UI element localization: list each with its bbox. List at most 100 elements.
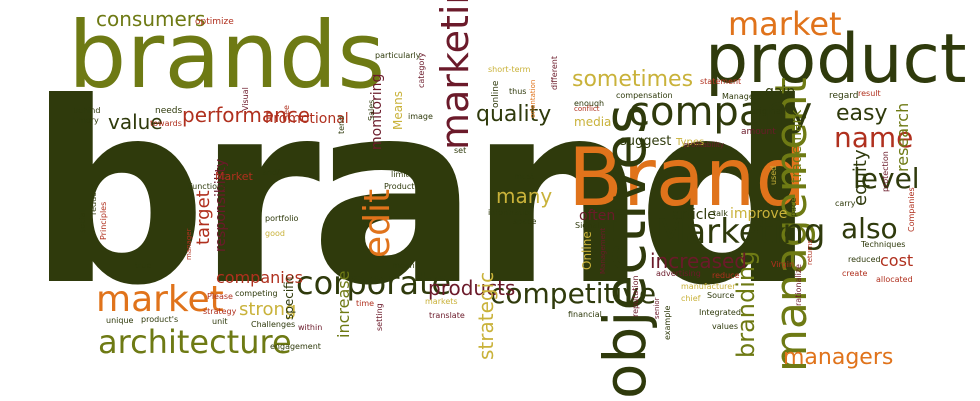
word: market (96, 279, 224, 320)
word: markets (425, 297, 458, 306)
word: space (513, 217, 537, 226)
word: statement (700, 77, 742, 86)
word: managers (783, 345, 894, 370)
word: products (428, 276, 516, 300)
word: needs (155, 106, 183, 116)
word: manager (185, 228, 193, 260)
word: financial (568, 310, 602, 319)
word: category (417, 52, 426, 88)
word: consumers (96, 7, 206, 31)
word: used (769, 165, 778, 185)
word: brand (28, 49, 816, 340)
word: Virgin (771, 260, 795, 269)
word: Techniques (861, 240, 906, 249)
word: limit (391, 170, 409, 179)
word: information (488, 208, 535, 217)
word: Types (676, 137, 705, 148)
word: Signal (575, 221, 600, 230)
word: improve (730, 206, 788, 222)
word: gain (765, 84, 796, 100)
word: often (579, 208, 616, 224)
word: brands (68, 2, 386, 109)
word: competitive (490, 277, 657, 310)
word: competing (235, 289, 278, 298)
word: article (672, 207, 716, 223)
word: sometimes (572, 67, 694, 92)
word: Market (215, 170, 253, 183)
word: and/or (262, 168, 288, 177)
word: Principles (99, 201, 108, 240)
word: protection (881, 151, 890, 192)
word: Product (384, 182, 415, 191)
word: towards (150, 119, 182, 128)
word: enough (574, 99, 605, 108)
word: mean (392, 261, 415, 270)
word: allocated (876, 275, 913, 284)
word: within (298, 323, 323, 332)
word: engagement (270, 342, 321, 351)
word: Means (391, 91, 405, 130)
word: short-term (488, 65, 531, 74)
word: advertising (656, 269, 701, 278)
word: cost (880, 251, 914, 270)
word: Online (580, 231, 594, 270)
word: strong (239, 299, 297, 320)
word: marketing (433, 0, 477, 150)
word: also (841, 212, 898, 245)
word: many (496, 184, 553, 208)
word: quality (476, 102, 552, 127)
word: particularly (375, 51, 421, 60)
word: trademark (789, 109, 805, 183)
word: Management (599, 227, 607, 274)
word: create (842, 269, 868, 278)
word: Marketing (656, 212, 826, 252)
word: corporate (296, 264, 452, 302)
word: senior (653, 297, 661, 320)
word: product's (141, 315, 179, 324)
word: profitability (684, 141, 725, 149)
word: increased (650, 249, 747, 273)
word: level (853, 162, 920, 195)
word: Please (207, 292, 233, 301)
word: strategy (203, 307, 237, 316)
word: Challenges (251, 320, 296, 329)
word: edit (357, 188, 398, 258)
word: suggest (620, 134, 672, 149)
word: values (712, 322, 739, 331)
word: orientation (529, 79, 537, 118)
word: online (491, 80, 501, 108)
word: compensation (616, 91, 673, 100)
word: set (454, 146, 467, 155)
word: translate (429, 311, 465, 320)
word: original (750, 107, 784, 117)
word: time (356, 299, 375, 308)
word: Source (707, 291, 735, 300)
word: companies (216, 268, 303, 287)
word: setting (375, 303, 384, 331)
word: Managers (722, 92, 762, 101)
word: true (135, 261, 152, 270)
word: result (858, 89, 881, 98)
word: See (282, 105, 291, 120)
word: Visual (241, 87, 250, 111)
word: good (265, 229, 285, 238)
word: chief (681, 294, 701, 303)
word: equity (850, 149, 871, 206)
word: Sales (367, 99, 376, 121)
word: increase (334, 270, 353, 338)
word: architecture (98, 323, 292, 361)
word: pace (789, 197, 798, 217)
word: tend (337, 115, 346, 134)
word: reduce (712, 271, 740, 280)
word: thus (509, 87, 527, 96)
word: must (514, 172, 535, 181)
word: talk (713, 209, 728, 218)
word: Brand (568, 131, 807, 224)
word: Functions (188, 182, 227, 191)
word: conflict (574, 105, 600, 113)
word: optimize (195, 17, 234, 27)
word: Promotional (265, 111, 349, 127)
word: target (193, 190, 214, 245)
word: carry (835, 199, 856, 208)
word: media (574, 115, 612, 129)
